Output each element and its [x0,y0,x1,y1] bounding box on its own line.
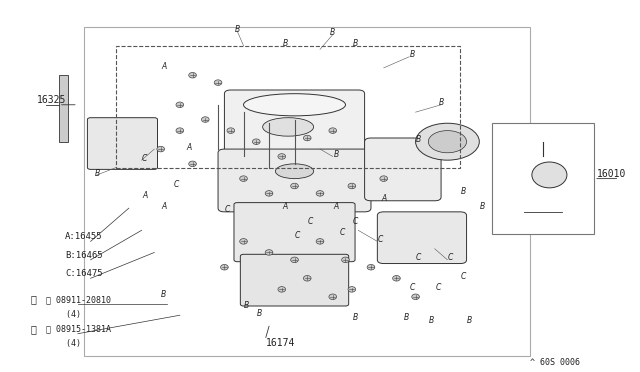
Text: 16174: 16174 [266,339,295,349]
Ellipse shape [221,264,228,270]
Text: C: C [174,180,179,189]
Text: B: B [467,316,472,325]
Text: ⓦ: ⓦ [30,325,36,334]
Ellipse shape [329,128,337,134]
Text: A:16455: A:16455 [65,232,103,241]
Text: B: B [282,39,287,48]
Ellipse shape [393,276,400,281]
Text: B: B [333,150,339,159]
Text: A: A [187,143,192,152]
Text: C: C [225,205,230,215]
Ellipse shape [252,139,260,144]
Text: A: A [333,202,339,211]
Bar [116,46,460,167]
Ellipse shape [278,154,285,159]
FancyBboxPatch shape [234,203,355,262]
FancyBboxPatch shape [241,254,349,306]
Ellipse shape [227,128,235,134]
Ellipse shape [244,94,346,116]
Text: B: B [257,309,262,318]
Text: C: C [410,283,415,292]
FancyBboxPatch shape [218,149,371,212]
Ellipse shape [303,276,311,281]
Ellipse shape [157,146,164,152]
Ellipse shape [348,183,356,189]
Text: B: B [330,28,335,37]
Ellipse shape [303,135,311,141]
Text: B: B [353,39,358,48]
Text: (4): (4) [46,340,81,349]
Ellipse shape [176,128,184,134]
Ellipse shape [329,294,337,299]
Text: B: B [461,187,466,196]
Text: C: C [340,228,345,237]
Bar [492,123,594,234]
Ellipse shape [348,286,356,292]
Text: C: C [142,154,147,163]
Ellipse shape [262,118,314,136]
Ellipse shape [214,80,222,86]
Ellipse shape [189,73,196,78]
Ellipse shape [428,131,467,153]
Text: ⓝ: ⓝ [30,294,36,304]
Ellipse shape [316,190,324,196]
Text: B: B [161,291,166,299]
Text: A: A [142,191,147,200]
Text: C: C [435,283,440,292]
Text: C: C [353,217,358,225]
Ellipse shape [415,123,479,160]
Text: A: A [161,202,166,211]
Text: 16010: 16010 [597,169,627,179]
Ellipse shape [342,257,349,263]
Ellipse shape [202,117,209,122]
Bar [59,75,68,142]
Text: B: B [244,301,250,311]
Text: C: C [308,217,313,225]
Ellipse shape [275,164,314,179]
Text: (4): (4) [46,310,81,319]
Ellipse shape [412,294,419,299]
Ellipse shape [278,286,285,292]
Ellipse shape [291,257,298,263]
Ellipse shape [367,264,375,270]
Text: B: B [353,312,358,321]
Text: A: A [161,61,166,71]
Text: B: B [416,135,421,144]
Text: B: B [410,51,415,60]
Text: B: B [480,202,485,211]
Ellipse shape [176,102,184,108]
Ellipse shape [265,250,273,255]
Ellipse shape [189,161,196,167]
Ellipse shape [316,238,324,244]
Text: C:16475: C:16475 [65,269,103,278]
Text: ⓝ 08911-20810: ⓝ 08911-20810 [46,295,111,304]
Text: ⓦ 08915-1381A: ⓦ 08915-1381A [46,325,111,334]
Text: B: B [438,99,444,108]
Text: C: C [461,272,466,281]
Text: A: A [282,202,287,211]
Text: C: C [295,231,300,240]
FancyBboxPatch shape [88,118,157,169]
Ellipse shape [240,238,247,244]
Text: A: A [381,195,387,203]
Text: C: C [448,253,453,263]
Text: B: B [429,316,434,325]
Ellipse shape [291,183,298,189]
Text: 16325: 16325 [36,95,66,105]
Ellipse shape [265,190,273,196]
Text: B: B [403,312,409,321]
FancyBboxPatch shape [378,212,467,263]
Bar [84,27,531,356]
Text: C: C [416,253,422,263]
Text: C: C [378,235,383,244]
Text: B:16465: B:16465 [65,251,103,260]
Ellipse shape [380,176,388,182]
Text: B: B [234,25,240,33]
Text: ^ 60S 0006: ^ 60S 0006 [531,358,580,367]
FancyBboxPatch shape [225,90,365,164]
FancyBboxPatch shape [365,138,441,201]
Ellipse shape [240,176,247,182]
Ellipse shape [532,162,567,188]
Text: B: B [94,169,100,177]
